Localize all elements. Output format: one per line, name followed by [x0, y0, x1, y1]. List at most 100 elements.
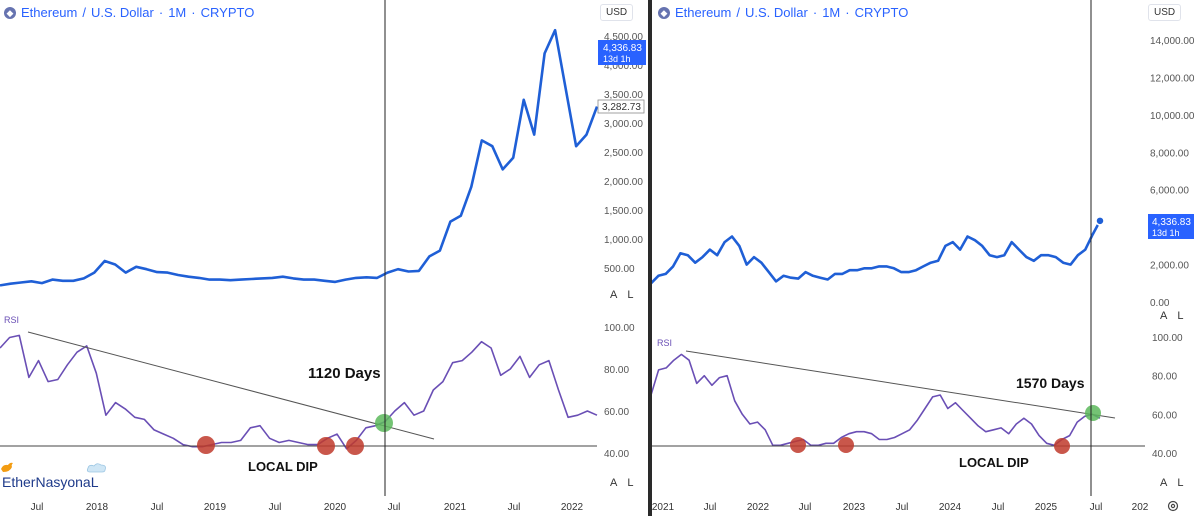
left-rsi-tick: 100.00 — [604, 323, 635, 334]
right-price-tick: 6,000.00 — [1150, 186, 1189, 197]
left-time-tick: 2019 — [204, 502, 227, 513]
left-days-annotation: 1120 Days — [308, 365, 381, 382]
left-symbol-header[interactable]: ◆ Ethereum / U.S. Dollar · 1M · CRYPTO — [4, 5, 254, 20]
right-rsi-log-button[interactable]: L — [1177, 477, 1184, 489]
right-price-tick: 2,000.00 — [1150, 261, 1189, 272]
left-rsi-auto-button[interactable]: A — [610, 477, 618, 489]
right-time-tick: 2023 — [843, 502, 866, 513]
right-price-tick: 12,000.00 — [1150, 73, 1195, 84]
left-rsi-tick: 80.00 — [604, 365, 629, 376]
right-quote-name: U.S. Dollar — [745, 5, 808, 20]
left-rsi-tick: 60.00 — [604, 407, 629, 418]
right-time-tick: Jul — [992, 502, 1005, 513]
left-exchange: CRYPTO — [200, 5, 255, 20]
left-time-tick: Jul — [388, 502, 401, 513]
right-time-tick: Jul — [1090, 502, 1103, 513]
right-days-annotation: 1570 Days — [1016, 375, 1085, 391]
right-time-tick: 2022 — [747, 502, 770, 513]
right-price-tick: 14,000.00 — [1150, 36, 1195, 47]
right-symbol-sep: / — [736, 5, 740, 20]
left-auto-scale-button[interactable]: A — [610, 289, 618, 301]
right-symbol-name: Ethereum — [675, 5, 732, 20]
right-price-tag — [1148, 214, 1194, 239]
right-break-marker — [1085, 405, 1101, 421]
left-break-marker — [375, 414, 393, 432]
right-symbol-header[interactable]: ◆ Ethereum / U.S. Dollar · 1M · CRYPTO — [658, 5, 908, 20]
right-dip-marker — [790, 437, 806, 453]
left-rsi-log-button[interactable]: L — [627, 477, 634, 489]
left-time-tick: 2018 — [86, 502, 109, 513]
right-rsi-line — [650, 353, 1101, 447]
left-price-tag — [598, 40, 646, 65]
cloud-icon — [86, 463, 106, 473]
left-quote-name: U.S. Dollar — [91, 5, 154, 20]
left-interval[interactable]: 1M — [168, 5, 187, 20]
gear-icon[interactable] — [1167, 500, 1179, 512]
left-price-tick: 4,000.00 — [604, 61, 643, 72]
left-dip-marker — [197, 436, 215, 454]
left-interval-dot: · — [158, 5, 164, 20]
right-time-tick: 2025 — [1035, 502, 1058, 513]
right-dip-marker — [1054, 438, 1070, 454]
right-price-tag-value: 4,336.83 — [1152, 217, 1191, 228]
left-price-tick: 500.00 — [604, 264, 635, 275]
right-local-dip-annotation: LOCAL DIP — [959, 455, 1029, 470]
left-rsi-label: RSI — [4, 315, 19, 325]
left-symbol-sep: / — [82, 5, 86, 20]
left-time-tick: 2022 — [561, 502, 584, 513]
right-last-price-dot — [1095, 216, 1105, 226]
right-time-tick: 2024 — [939, 502, 962, 513]
right-log-scale-button[interactable]: L — [1177, 310, 1184, 322]
left-dip-marker — [346, 437, 364, 455]
left-exchange-dot: · — [191, 5, 196, 20]
left-time-tick: Jul — [31, 502, 44, 513]
right-time-tick: Jul — [704, 502, 717, 513]
right-rsi-tick: 60.00 — [1152, 410, 1177, 421]
right-time-tick: 2021 — [652, 502, 675, 513]
right-rsi-trendline — [685, 350, 1116, 419]
left-currency-button[interactable]: USD — [600, 4, 634, 21]
right-price-tick: 8,000.00 — [1150, 148, 1189, 159]
right-rsi-tick: 40.00 — [1152, 449, 1177, 460]
left-reference-tag — [597, 99, 645, 114]
left-price-tick: 4,500.00 — [604, 32, 643, 43]
right-auto-scale-button[interactable]: A — [1160, 310, 1168, 322]
left-time-tick: Jul — [508, 502, 521, 513]
left-local-dip-annotation: LOCAL DIP — [248, 459, 318, 474]
left-price-tick: 1,000.00 — [604, 235, 643, 246]
right-time-tick: Jul — [799, 502, 812, 513]
left-price-tick: 2,000.00 — [604, 177, 643, 188]
right-price-tick: 10,000.00 — [1150, 111, 1195, 122]
right-rsi-label: RSI — [657, 338, 672, 348]
left-time-tick: 2020 — [324, 502, 347, 513]
right-price-tick: 0.00 — [1150, 298, 1170, 309]
panel-divider[interactable] — [648, 0, 652, 516]
ethereum-icon: ◆ — [658, 6, 670, 19]
right-rsi-tick: 100.00 — [1152, 333, 1183, 344]
left-price-tick: 3,500.00 — [604, 90, 643, 101]
left-time-tick: Jul — [151, 502, 164, 513]
left-price-tag-countdown: 13d 1h — [603, 54, 631, 64]
left-symbol-name: Ethereum — [21, 5, 78, 20]
right-exchange-dot: · — [845, 5, 850, 20]
right-interval-dot: · — [812, 5, 818, 20]
left-price-tick: 2,500.00 — [604, 148, 643, 159]
left-log-scale-button[interactable]: L — [627, 289, 634, 301]
right-price-tag-countdown: 13d 1h — [1152, 228, 1180, 238]
left-rsi-tick: 40.00 — [604, 449, 629, 460]
right-dip-marker — [838, 437, 854, 453]
right-time-tick: 202 — [1132, 502, 1149, 513]
watermark-text: EtherNasyonaL — [2, 474, 99, 490]
left-dip-marker — [317, 437, 335, 455]
left-time-tick: 2021 — [444, 502, 467, 513]
right-interval[interactable]: 1M — [822, 5, 841, 20]
twitter-bird-icon — [1, 462, 13, 472]
right-rsi-auto-button[interactable]: A — [1160, 477, 1168, 489]
left-price-tick: 1,500.00 — [604, 206, 643, 217]
right-currency-button[interactable]: USD — [1148, 4, 1182, 21]
